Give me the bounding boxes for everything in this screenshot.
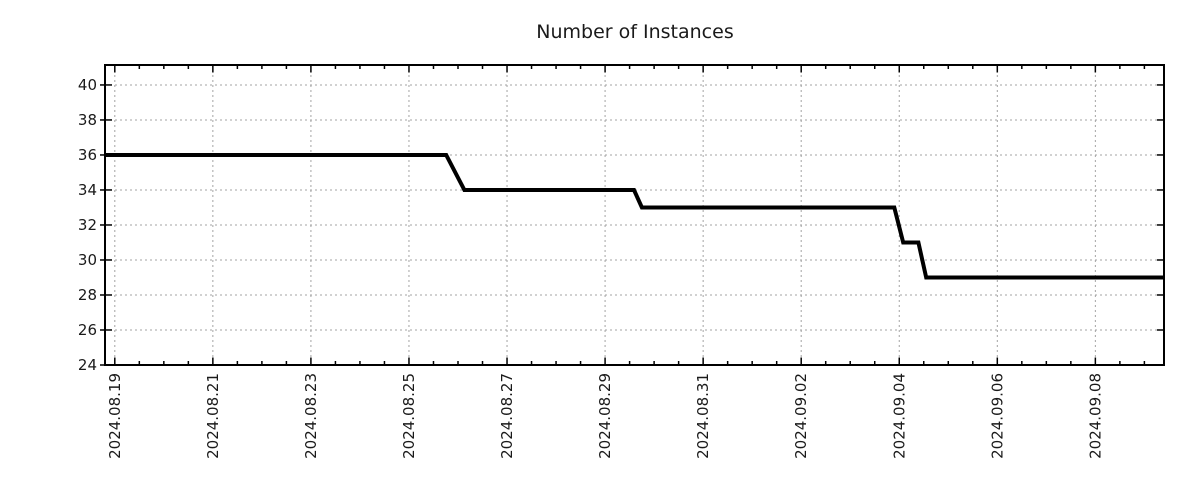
x-tick-label: 2024.08.19 [106, 373, 124, 459]
y-tick-label: 28 [78, 286, 97, 304]
chart-title: Number of Instances [536, 21, 733, 43]
y-tick-label: 24 [78, 356, 97, 374]
data-line-number-of-instances [105, 153, 1164, 280]
axis-labels: 24 26 28 30 32 34 36 38 40 2024.08.19 2024.08.21 20… [78, 76, 1104, 459]
x-tick-label: 2024.08.23 [302, 373, 320, 459]
y-tick-label: 34 [78, 181, 97, 199]
y-tick-label: 36 [78, 146, 97, 164]
y-tick-label: 30 [78, 251, 97, 269]
axis-ticks [100, 65, 1164, 366]
x-tick-label: 2024.08.27 [498, 373, 516, 459]
gridlines [105, 65, 1164, 365]
x-tick-label: 2024.08.29 [596, 373, 614, 459]
x-tick-label: 2024.09.08 [1086, 373, 1104, 459]
y-tick-label: 26 [78, 321, 97, 339]
x-tick-label: 2024.09.04 [890, 373, 908, 459]
y-tick-label: 38 [78, 111, 97, 129]
y-tick-label: 40 [78, 76, 97, 94]
x-tick-label: 2024.08.31 [694, 373, 712, 459]
x-tick-label: 2024.08.21 [204, 373, 222, 459]
y-tick-label: 32 [78, 216, 97, 234]
x-tick-label: 2024.08.25 [400, 373, 418, 459]
x-tick-label: 2024.09.02 [792, 373, 810, 459]
x-tick-label: 2024.09.06 [988, 373, 1006, 459]
plot-border [104, 64, 1165, 366]
